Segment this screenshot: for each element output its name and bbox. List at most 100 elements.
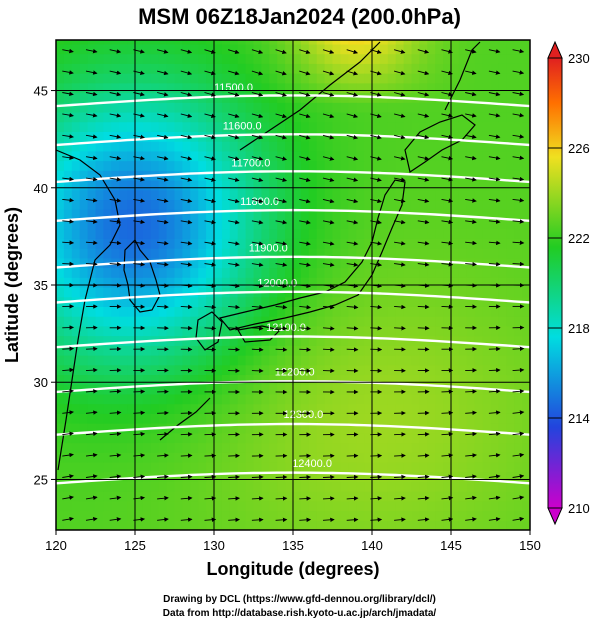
field-cell [245,491,255,502]
field-cell [63,180,73,191]
field-cell [522,121,530,132]
field-cell [237,82,247,94]
field-cell [87,461,97,473]
wind-vector [85,516,98,522]
field-cell [150,131,160,142]
field-cell [221,296,231,307]
wind-vector [465,389,477,394]
wind-vector [488,495,501,501]
field-cell [332,393,341,405]
field-cell [214,520,223,530]
field-cell [285,471,294,482]
field-cell [103,520,112,530]
field-cell [443,442,452,453]
field-cell [506,325,515,337]
wind-vector [157,304,169,310]
field-cell [340,102,349,113]
field-cell [166,257,176,269]
field-cell [253,141,262,152]
field-cell [142,510,152,521]
field-cell [411,160,420,171]
field-cell [261,257,270,269]
field-cell [190,286,199,298]
field-cell [150,393,160,405]
wind-vector [228,517,240,523]
field-cell [142,257,152,269]
wind-vector [180,304,193,310]
field-cell [71,199,81,210]
field-cell [111,500,120,512]
field-cell [411,257,420,269]
field-cell [221,131,231,142]
field-cell [166,452,176,463]
field-cell [293,452,302,463]
wind-vector [512,134,525,139]
field-cell [79,131,89,142]
field-cell [111,92,120,103]
field-cell [63,111,73,123]
field-cell [419,393,428,405]
field-cell [206,141,215,152]
field-cell [206,73,215,84]
field-cell [474,92,484,103]
field-cell [474,345,484,356]
field-cell [182,63,191,74]
field-cell [427,43,436,55]
field-cell [277,199,286,210]
field-cell [451,40,460,45]
field-cell [458,296,468,307]
field-cell [451,306,460,317]
field-cell [474,316,484,327]
field-cell [285,403,294,414]
field-cell [474,325,484,337]
field-cell [95,141,104,152]
wind-vector [85,134,98,139]
field-cell [474,452,484,463]
field-cell [411,40,420,45]
field-cell [482,374,492,385]
field-cell [127,209,136,220]
field-cell [316,325,326,337]
field-cell [308,238,318,249]
field-cell [158,286,168,298]
field-cell [111,423,120,434]
field-cell [95,510,104,521]
field-cell [482,403,492,414]
field-cell [458,423,468,434]
field-cell [419,111,428,123]
field-cell [514,170,523,181]
field-cell [348,121,357,132]
field-cell [285,63,294,74]
field-cell [506,500,515,512]
field-cell [316,374,326,385]
field-cell [71,170,81,181]
field-cell [379,121,389,132]
field-cell [277,413,286,424]
field-cell [395,393,405,405]
field-cell [229,180,239,191]
field-cell [300,189,310,201]
field-cell [348,325,357,337]
field-cell [466,160,476,171]
field-cell [269,189,278,201]
field-cell [103,82,112,94]
wind-vector [299,262,311,267]
field-cell [498,131,507,142]
field-cell [395,520,405,530]
field-cell [348,150,357,162]
field-cell [387,277,397,288]
field-cell [308,209,318,220]
field-cell [474,286,484,298]
field-cell [514,403,523,414]
field-cell [498,500,507,512]
field-cell [237,325,247,337]
field-cell [237,306,247,317]
field-cell [403,286,413,298]
field-cell [269,345,278,356]
field-cell [71,248,81,259]
field-cell [142,40,152,45]
field-cell [135,218,144,230]
field-cell [150,345,160,356]
field-cell [490,374,499,385]
field-cell [340,160,349,171]
